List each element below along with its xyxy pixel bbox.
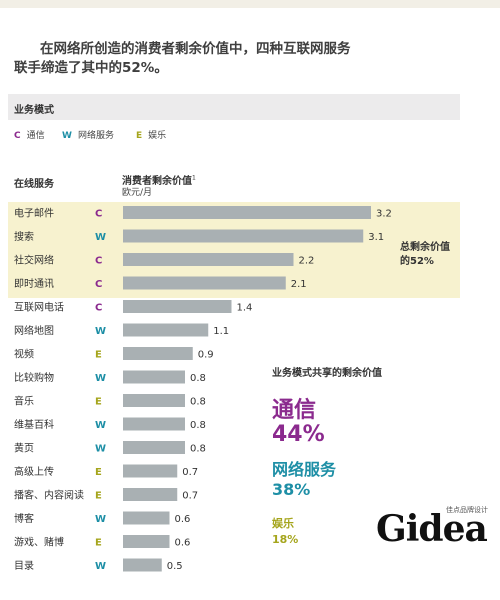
business-model-title: 业务模式 <box>14 105 54 116</box>
value-label: 1.4 <box>237 303 253 314</box>
share-title: 业务模式共享的剩余价值 <box>272 368 382 379</box>
value-label: 1.1 <box>213 326 229 337</box>
legend-code-w: W <box>62 131 72 141</box>
bar <box>123 441 185 454</box>
bar <box>123 394 185 407</box>
value-label: 0.8 <box>190 397 206 408</box>
value-label: 0.6 <box>175 514 191 525</box>
value-label: 2.1 <box>291 279 307 290</box>
legend-label-w: 网络服务 <box>77 131 114 141</box>
category-label: 视频 <box>14 348 34 361</box>
model-code: C <box>95 279 102 290</box>
legend-code-e: E <box>136 131 143 141</box>
total-share-line-2: 的52% <box>400 256 434 267</box>
bar <box>123 464 178 478</box>
bar <box>123 300 232 313</box>
model-code: W <box>95 232 106 243</box>
value-label: 3.1 <box>368 232 384 243</box>
category-label: 网络地图 <box>14 324 54 337</box>
bar <box>123 229 364 243</box>
category-label: 电子邮件 <box>14 207 54 220</box>
bar <box>123 347 193 360</box>
legend-label-c: 通信 <box>26 131 45 141</box>
legend-item-entertainment: E 娱乐 <box>136 128 166 141</box>
model-code: E <box>95 397 102 408</box>
share-entertainment-name: 娱乐 <box>272 517 294 530</box>
headline: 在网络所创造的消费者剩余价值中，四种互联网服务 联手缔造了其中的52%。 <box>14 40 454 78</box>
category-label: 搜索 <box>14 230 34 243</box>
top-band <box>0 0 500 8</box>
category-label: 目录 <box>14 560 34 572</box>
business-model-header <box>8 94 460 120</box>
model-code: W <box>95 326 106 337</box>
share-web-services-name: 网络服务 <box>272 460 337 479</box>
value-label: 3.2 <box>376 209 392 220</box>
value-label: 0.9 <box>198 350 214 361</box>
model-code: W <box>95 561 106 572</box>
column-header-unit: 欧元/月 <box>122 188 153 198</box>
footnote-marker: 1 <box>192 174 196 182</box>
bar <box>123 488 178 501</box>
model-code: E <box>95 350 102 361</box>
value-label: 0.5 <box>167 561 183 572</box>
share-communication-pct: 44% <box>272 422 325 447</box>
value-label: 0.8 <box>190 420 206 431</box>
column-header-service: 在线服务 <box>14 179 54 190</box>
model-code: W <box>95 373 106 384</box>
column-header-surplus-label: 消费者剩余价值 <box>122 176 192 187</box>
model-code: W <box>95 444 106 455</box>
bar <box>123 511 170 525</box>
column-header-surplus: 消费者剩余价值1 <box>122 172 196 187</box>
bar <box>123 558 162 572</box>
model-code: W <box>95 514 106 525</box>
category-label: 博客 <box>14 512 34 525</box>
category-label: 高级上传 <box>14 465 54 478</box>
value-label: 2.2 <box>299 256 315 267</box>
value-label: 0.6 <box>175 538 191 549</box>
model-code: C <box>95 256 102 267</box>
bar <box>123 276 286 290</box>
bar <box>123 535 170 548</box>
legend-label-e: 娱乐 <box>148 131 167 141</box>
gidea-tagline: 佳点品牌设计 <box>446 506 488 514</box>
bar <box>123 206 371 219</box>
value-label: 0.8 <box>190 444 206 455</box>
total-share-note: 总剩余价值 的52% <box>400 241 460 269</box>
share-web-services-pct: 38% <box>272 480 311 499</box>
share-entertainment-pct: 18% <box>272 533 299 546</box>
bar <box>123 417 185 431</box>
category-label: 比较购物 <box>14 371 54 384</box>
value-label: 0.8 <box>190 373 206 384</box>
model-code: E <box>95 467 102 478</box>
category-label: 游戏、赌博 <box>14 536 64 549</box>
bar <box>123 370 185 384</box>
model-code: C <box>95 209 102 220</box>
share-communication-name: 通信 <box>272 398 317 423</box>
bar <box>123 253 294 266</box>
category-label: 音乐 <box>14 395 34 408</box>
gidea-logo: Gidea <box>376 508 488 550</box>
legend-item-communication: C 通信 <box>14 128 45 141</box>
category-label: 即时通讯 <box>14 278 54 290</box>
headline-line-1: 在网络所创造的消费者剩余价值中，四种互联网服务 <box>40 41 351 57</box>
bar <box>123 323 209 337</box>
category-label: 黄页 <box>14 442 34 455</box>
model-code: C <box>95 303 102 314</box>
category-label: 播客、内容阅读 <box>14 489 84 502</box>
total-share-line-1: 总剩余价值 <box>400 242 450 253</box>
category-label: 互联网电话 <box>14 301 64 314</box>
model-code: E <box>95 491 102 502</box>
category-label: 社交网络 <box>14 254 54 267</box>
model-code: W <box>95 420 106 431</box>
legend-item-web-services: W 网络服务 <box>62 128 114 141</box>
headline-line-2: 联手缔造了其中的52%。 <box>14 60 168 76</box>
value-label: 0.7 <box>182 467 198 478</box>
value-label: 0.7 <box>182 491 198 502</box>
legend-code-c: C <box>14 131 21 141</box>
category-label: 维基百科 <box>14 418 54 431</box>
model-code: E <box>95 538 102 549</box>
